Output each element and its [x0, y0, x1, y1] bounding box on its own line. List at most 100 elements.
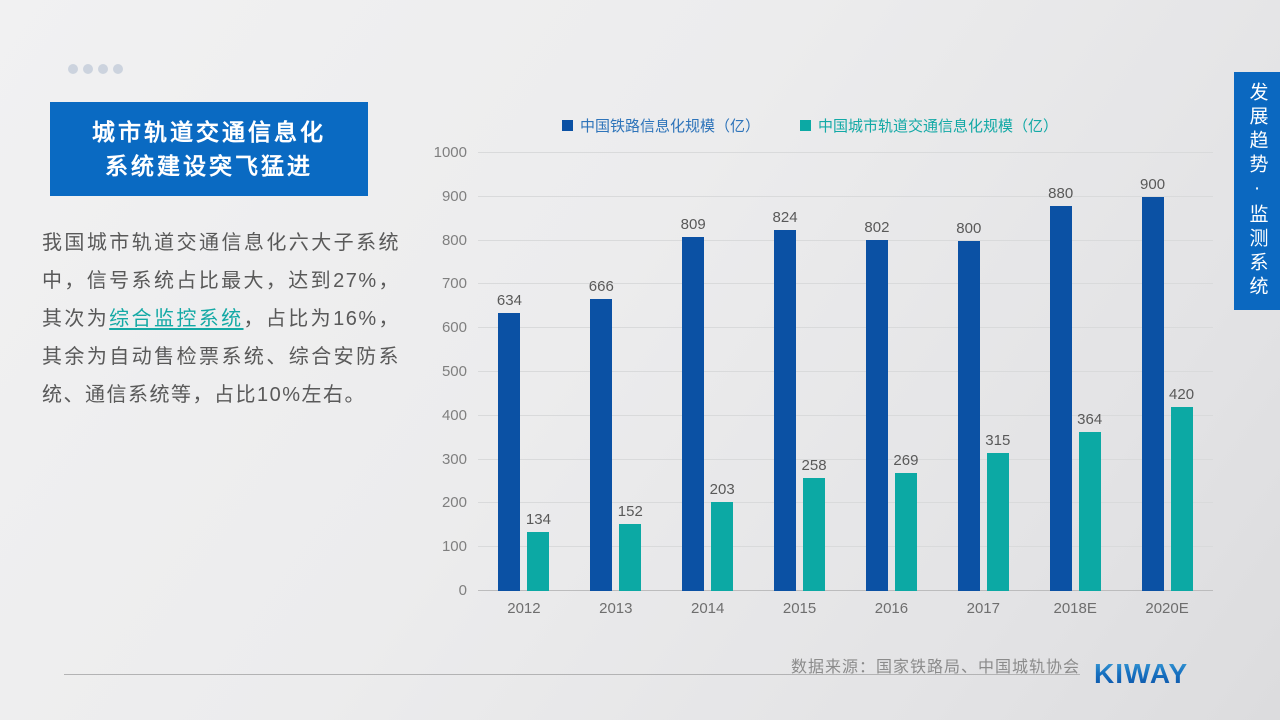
y-gridline — [478, 152, 1213, 153]
y-tick-label: 300 — [441, 450, 467, 468]
y-gridline — [478, 195, 1213, 197]
bar-value-label: 880 — [1048, 184, 1074, 202]
bar-column: 258 — [801, 153, 827, 591]
bar — [682, 236, 705, 591]
paragraph-text: 我国城市轨道交通信息化六大子系统中，信号系统占比最大，达到27%，其次为 — [42, 232, 400, 330]
x-tick-label: 2012 — [507, 600, 541, 617]
bar — [1170, 407, 1193, 591]
dot-icon — [68, 64, 78, 74]
bar-column: 420 — [1169, 153, 1194, 591]
bar — [803, 478, 826, 591]
legend-label: 中国城市轨道交通信息化规模（亿） — [818, 118, 1059, 135]
y-tick-label: 0 — [458, 582, 467, 599]
paragraph-link[interactable]: 综合监控系统 — [109, 308, 244, 330]
x-tick-label: 2015 — [782, 600, 817, 617]
side-tab: 发展趋势·监测系统 — [1234, 72, 1280, 310]
y-tick-label: 100 — [441, 538, 467, 556]
bar-column: 824 — [772, 153, 798, 591]
x-tick-label: 2014 — [691, 600, 725, 617]
kiway-logo: KIWAY — [1094, 658, 1189, 689]
bar-value-label: 258 — [801, 457, 827, 474]
bar — [894, 473, 917, 591]
y-tick-label: 600 — [441, 319, 467, 337]
bar-column: 152 — [617, 153, 643, 591]
bar-group: 809 203 — [662, 153, 754, 591]
y-tick-label: 1000 — [433, 144, 467, 161]
y-gridline — [478, 371, 1213, 372]
data-source-note: 数据来源：国家铁路局、中国城轨协会 — [790, 659, 1080, 676]
bar — [711, 502, 734, 591]
bar — [1078, 431, 1101, 591]
dot-icon — [113, 64, 123, 74]
bar-value-label: 809 — [680, 215, 706, 233]
y-tick-label: 700 — [441, 275, 467, 293]
bar-group: 666 152 — [570, 153, 662, 591]
y-gridline — [478, 458, 1213, 460]
bar-value-label: 800 — [956, 219, 982, 237]
paragraph-text: ，占比为16%，其余为自动售检票系统、综合安防系统、通信系统等，占比10%左右。 — [42, 308, 400, 406]
chart-legend: 中国铁路信息化规模（亿） 中国城市轨道交通信息化规模（亿） — [562, 115, 1058, 136]
y-tick-label: 200 — [441, 494, 467, 512]
x-tick-label: 2020E — [1145, 600, 1189, 617]
bar-value-label: 315 — [985, 432, 1011, 450]
bar-value-label: 900 — [1140, 175, 1166, 193]
body-paragraph: 我国城市轨道交通信息化六大子系统中，信号系统占比最大，达到27%，其次为综合监控… — [42, 224, 400, 414]
bar-group: 634 134 — [478, 153, 570, 591]
y-tick-label: 900 — [441, 187, 467, 205]
bar — [1049, 205, 1072, 591]
bar-value-label: 152 — [617, 503, 643, 521]
bar-column: 203 — [709, 153, 735, 591]
legend-item-urban-rail: 中国城市轨道交通信息化规模（亿） — [800, 115, 1058, 136]
y-tick-label: 800 — [441, 231, 467, 249]
legend-label: 中国铁路信息化规模（亿） — [580, 118, 761, 135]
bar-column: 800 — [956, 153, 982, 591]
bar-value-label: 824 — [772, 209, 798, 227]
bar — [498, 313, 521, 591]
legend-item-railway: 中国铁路信息化规模（亿） — [562, 115, 760, 136]
bar — [619, 524, 642, 591]
bar-column: 802 — [864, 153, 889, 591]
bar-column: 880 — [1048, 153, 1074, 591]
bar-column: 134 — [525, 153, 551, 591]
bar-column: 364 — [1077, 153, 1103, 591]
y-gridline — [478, 239, 1213, 241]
y-gridline — [478, 327, 1213, 329]
title-box: 城市轨道交通信息化 系统建设突飞猛进 — [50, 102, 368, 196]
bar — [590, 299, 613, 591]
bar-value-label: 666 — [588, 278, 614, 296]
bar-value-label: 134 — [525, 511, 551, 529]
bar-group: 824 258 — [754, 153, 846, 591]
y-gridline — [478, 546, 1213, 548]
y-gridline — [478, 502, 1213, 504]
legend-swatch-blue-icon — [562, 120, 573, 131]
bar — [986, 453, 1009, 591]
legend-swatch-teal-icon — [800, 120, 812, 131]
bar-groups: 634 134 666 152 809 203 824 258 802 269 800 315 880 3… — [478, 153, 1213, 591]
side-tab-label: 发展趋势·监测系统 — [1246, 82, 1268, 300]
x-tick-label: 2017 — [966, 600, 1000, 617]
bar — [865, 239, 888, 591]
bar-value-label: 364 — [1077, 410, 1103, 428]
x-tick-label: 2016 — [874, 600, 909, 617]
x-tick-label: 2018E — [1053, 600, 1097, 617]
y-gridline — [478, 414, 1213, 416]
plot-area: 634 134 666 152 809 203 824 258 802 269 800 315 880 3… — [434, 144, 1213, 599]
x-axis-labels: 2012 2013 2014 2015 2016 2017 2018E 2020E — [478, 600, 1213, 617]
bar-column: 315 — [985, 153, 1011, 591]
pagination-dots — [68, 64, 123, 74]
bar-group: 800 315 — [937, 153, 1029, 591]
bar-value-label: 634 — [496, 292, 522, 310]
bar-column: 900 — [1140, 153, 1166, 591]
y-tick-label: 500 — [441, 363, 467, 380]
bar-column: 809 — [680, 153, 706, 591]
bar-column: 666 — [588, 153, 614, 591]
bar — [774, 230, 797, 591]
bar-group: 900 420 — [1121, 153, 1213, 591]
y-tick-label: 400 — [441, 406, 467, 424]
bar-value-label: 269 — [893, 452, 919, 470]
x-tick-label: 2013 — [599, 600, 633, 617]
dot-icon — [83, 64, 93, 74]
bar-value-label: 203 — [709, 481, 735, 499]
bar — [527, 532, 550, 591]
